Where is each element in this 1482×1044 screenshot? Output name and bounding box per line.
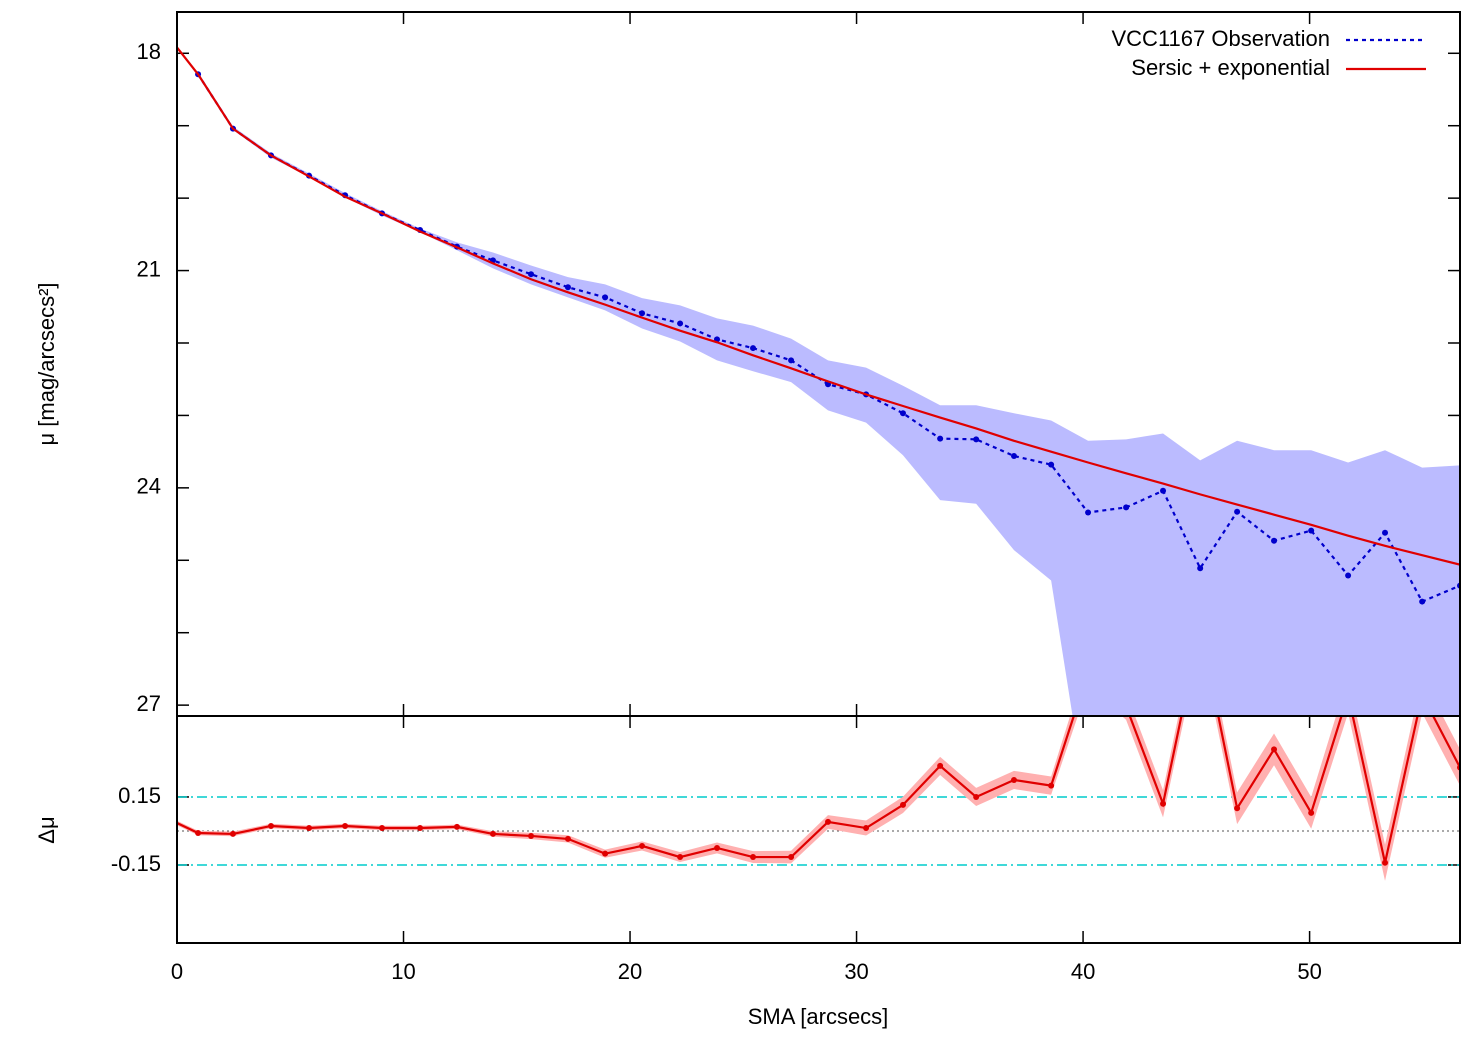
marker [677,854,684,861]
marker [750,345,757,352]
x-axis-label: SMA [arcsecs] [748,1004,889,1029]
marker [564,284,571,291]
series [177,46,1460,566]
marker [1048,782,1055,789]
line [177,716,1460,863]
marker [489,830,496,837]
error-band [198,72,1460,716]
marker [825,818,832,825]
marker [639,842,646,849]
marker [1197,565,1204,572]
marker [602,294,609,301]
legend-label: Sersic + exponential [1131,55,1330,80]
legend-label: VCC1167 Observation [1112,26,1331,51]
y-tick-label: 24 [137,474,161,499]
marker [973,793,980,800]
y-axis-label: μ [mag/arcsecs²] [34,282,59,445]
line [177,46,1460,566]
marker [899,410,906,417]
marker [937,762,944,769]
y-tick-label: 18 [137,39,161,64]
series [177,716,1460,881]
marker [788,357,795,364]
marker [1308,527,1315,534]
marker [1010,452,1017,459]
marker [453,823,460,830]
marker [1271,746,1278,753]
marker [378,825,385,832]
marker [1160,487,1167,494]
error-band [177,716,1460,881]
marker [1308,809,1315,816]
x-tick-label: 50 [1297,959,1321,984]
marker [714,844,721,851]
marker [677,320,684,327]
marker [973,436,980,443]
marker [899,801,906,808]
marker [1234,805,1241,812]
y-tick-label: -0.15 [111,851,161,876]
marker [750,854,757,861]
marker [342,822,349,829]
marker [528,271,535,278]
x-tick-label: 40 [1071,959,1095,984]
marker [1160,800,1167,807]
x-tick-label: 0 [171,959,183,984]
marker [268,822,275,829]
marker [937,435,944,442]
marker [639,310,646,317]
marker [1010,776,1017,783]
marker [1234,508,1241,515]
marker [564,835,571,842]
marker [1382,859,1389,866]
marker [1085,509,1092,516]
marker [306,825,313,832]
y-tick-label: 0.15 [118,783,161,808]
marker [195,830,202,837]
x-tick-label: 20 [618,959,642,984]
y-tick-label: 21 [137,256,161,281]
marker [229,830,236,837]
marker [788,854,795,861]
plot-frame [176,715,1461,944]
marker [1382,529,1389,536]
marker [1048,461,1055,468]
marker [602,850,609,857]
marker [528,832,535,839]
series [195,71,1460,716]
marker [1419,598,1426,605]
y-axis-label: Δμ [34,816,59,843]
x-tick-label: 30 [844,959,868,984]
marker [863,825,870,832]
marker [1123,504,1130,511]
marker [1345,572,1352,579]
marker [1271,537,1278,544]
x-tick-label: 10 [391,959,415,984]
marker [417,825,424,832]
y-tick-label: 27 [137,691,161,716]
